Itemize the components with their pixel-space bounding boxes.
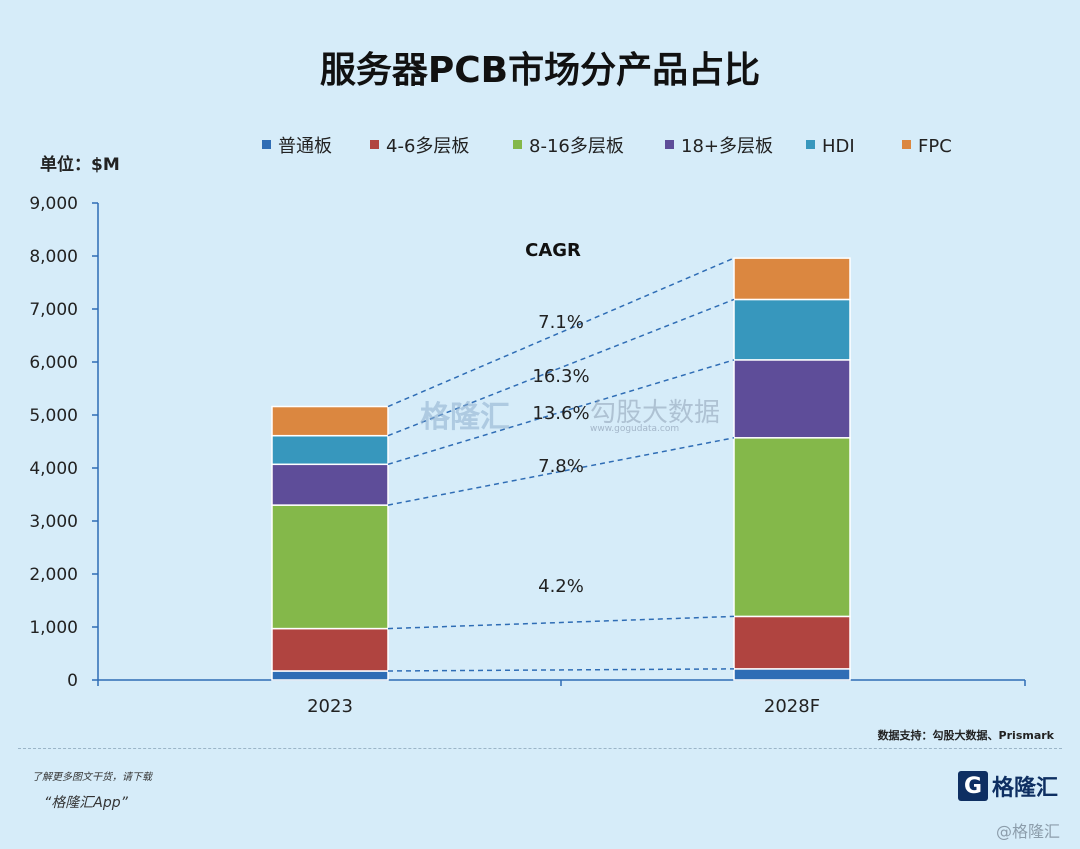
cagr-label-0: 7.1% (538, 312, 584, 333)
legend-label-0: 普通板 (278, 136, 332, 157)
bar-1-0 (733, 668, 851, 681)
unit-label: 单位：$M (40, 154, 120, 175)
legend-swatch-3 (665, 140, 674, 149)
bar-0-5 (271, 405, 389, 437)
footer-app-name: “格隆汇App” (44, 795, 128, 811)
watermark-brand: 格隆汇 (420, 400, 510, 435)
legend-swatch-1 (370, 140, 379, 149)
cagr-connector-4 (387, 298, 735, 437)
bar-0-4 (271, 434, 389, 466)
legend-label-1: 4-6多层板 (386, 136, 469, 157)
bar-1-4 (733, 298, 851, 361)
legend-swatch-0 (262, 140, 271, 149)
cagr-connector-3 (387, 359, 735, 466)
logo-text: 格隆汇 (992, 776, 1059, 801)
y-tick-label-7: 7,000 (29, 300, 78, 320)
legend-label-5: FPC (918, 136, 952, 157)
bar-1-3 (733, 359, 851, 439)
y-tick-label-6: 6,000 (29, 353, 78, 373)
cagr-label-4: 4.2% (538, 576, 584, 597)
y-tick-label-5: 5,000 (29, 406, 78, 426)
legend-swatch-5 (902, 140, 911, 149)
y-tick-label-8: 8,000 (29, 247, 78, 267)
bar-0-2 (271, 504, 389, 630)
legend-swatch-2 (513, 140, 522, 149)
y-tick-label-1: 1,000 (29, 618, 78, 638)
y-tick-label-4: 4,000 (29, 459, 78, 479)
legend-swatch-4 (806, 140, 815, 149)
bar-1-2 (733, 437, 851, 618)
bar-0-3 (271, 463, 389, 506)
legend-label-2: 8-16多层板 (529, 136, 624, 157)
y-tick-label-0: 0 (67, 671, 78, 691)
footer-separator (18, 748, 1062, 749)
cagr-label-1: 16.3% (532, 366, 589, 387)
bar-1-5 (733, 257, 851, 301)
brand-logo: G 格隆汇 (958, 770, 1058, 802)
cagr-label-2: 13.6% (532, 403, 589, 424)
y-tick-label-3: 3,000 (29, 512, 78, 532)
x-tick-label-1: 2028F (764, 696, 820, 717)
x-tick-label-0: 2023 (307, 696, 353, 717)
cagr-connector-1 (387, 615, 735, 630)
legend-label-4: HDI (822, 136, 855, 157)
cagr-connector-0 (387, 668, 735, 672)
legend-label-3: 18+多层板 (681, 136, 773, 157)
bar-1-1 (733, 615, 851, 670)
cagr-label-3: 7.8% (538, 456, 584, 477)
corner-watermark: @格隆汇 (995, 822, 1060, 841)
bar-0-0 (271, 670, 389, 681)
y-tick-label-9: 9,000 (29, 194, 78, 214)
cagr-title: CAGR (525, 240, 581, 261)
footer-tip: 了解更多图文干货，请下载 (32, 772, 152, 783)
cagr-connector-2 (387, 437, 735, 506)
logo-mark-icon: G (958, 771, 988, 801)
bar-0-1 (271, 627, 389, 672)
chart-title: 服务器PCB市场分产品占比 (320, 50, 760, 91)
watermark-site: 勾股大数据 (590, 398, 721, 428)
y-tick-label-2: 2,000 (29, 565, 78, 585)
source-note: 数据支持：勾股大数据、Prismark (877, 729, 1054, 742)
watermark-url: www.gogudata.com (590, 424, 680, 434)
